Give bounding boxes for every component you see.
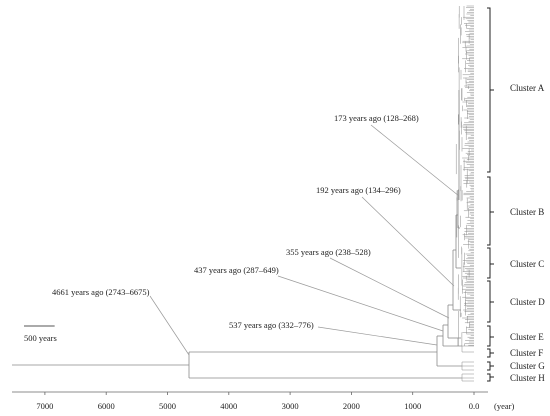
annotation-173-years: 173 years ago (128–268) bbox=[334, 113, 419, 123]
cluster-b-label: Cluster B bbox=[510, 207, 544, 217]
tree-backbone bbox=[12, 90, 462, 379]
time-axis-tick-label: 1000 bbox=[404, 401, 421, 411]
scale-bar: 500 years bbox=[24, 325, 57, 343]
time-axis-tick-label: 4000 bbox=[220, 401, 237, 411]
cluster-c-label: Cluster C bbox=[510, 259, 544, 269]
cluster-d-bracket bbox=[487, 280, 494, 323]
annotation-192-years: 192 years ago (134–296) bbox=[316, 185, 401, 195]
time-axis-tick-label: 6000 bbox=[98, 401, 115, 411]
tree-tip-branches bbox=[455, 5, 474, 382]
time-axis-tick-label: 0.0 bbox=[469, 401, 480, 411]
cluster-brackets bbox=[487, 7, 494, 382]
time-axis-tick-label: 5000 bbox=[159, 401, 176, 411]
cluster-c-bracket bbox=[487, 247, 494, 279]
cluster-a-bracket bbox=[487, 7, 494, 173]
cluster-g-label: Cluster G bbox=[510, 361, 545, 371]
cluster-a-label: Cluster A bbox=[510, 83, 545, 93]
cluster-f-bracket bbox=[487, 348, 494, 358]
time-axis-tick-label: 7000 bbox=[36, 401, 53, 411]
tree-tip-texture bbox=[455, 5, 474, 382]
cluster-d-label: Cluster D bbox=[510, 297, 545, 307]
time-axis-tick-label: 2000 bbox=[343, 401, 360, 411]
scale-bar-label: 500 years bbox=[24, 333, 57, 343]
annotation-437-years: 437 years ago (287–649) bbox=[194, 265, 279, 275]
annotation-4661-years: 4661 years ago (2743–6675) bbox=[52, 287, 150, 297]
cluster-e-label: Cluster E bbox=[510, 332, 544, 342]
annotation-537-years: 537 years ago (332–776) bbox=[229, 320, 314, 330]
cluster-h-label: Cluster H bbox=[510, 373, 545, 383]
cluster-b-bracket bbox=[487, 176, 494, 246]
annotation-leaders bbox=[149, 124, 460, 356]
cluster-h-bracket bbox=[487, 373, 494, 382]
time-axis-tick-label: 3000 bbox=[282, 401, 299, 411]
annotation-355-years: 355 years ago (238–528) bbox=[286, 247, 371, 257]
cluster-f-label: Cluster F bbox=[510, 348, 543, 358]
time-axis: 7000 6000 5000 4000 3000 2000 1000 0.0 bbox=[12, 391, 488, 411]
time-axis-unit: (year) bbox=[494, 401, 514, 411]
cluster-g-bracket bbox=[487, 361, 494, 371]
cluster-e-bracket bbox=[487, 325, 494, 347]
